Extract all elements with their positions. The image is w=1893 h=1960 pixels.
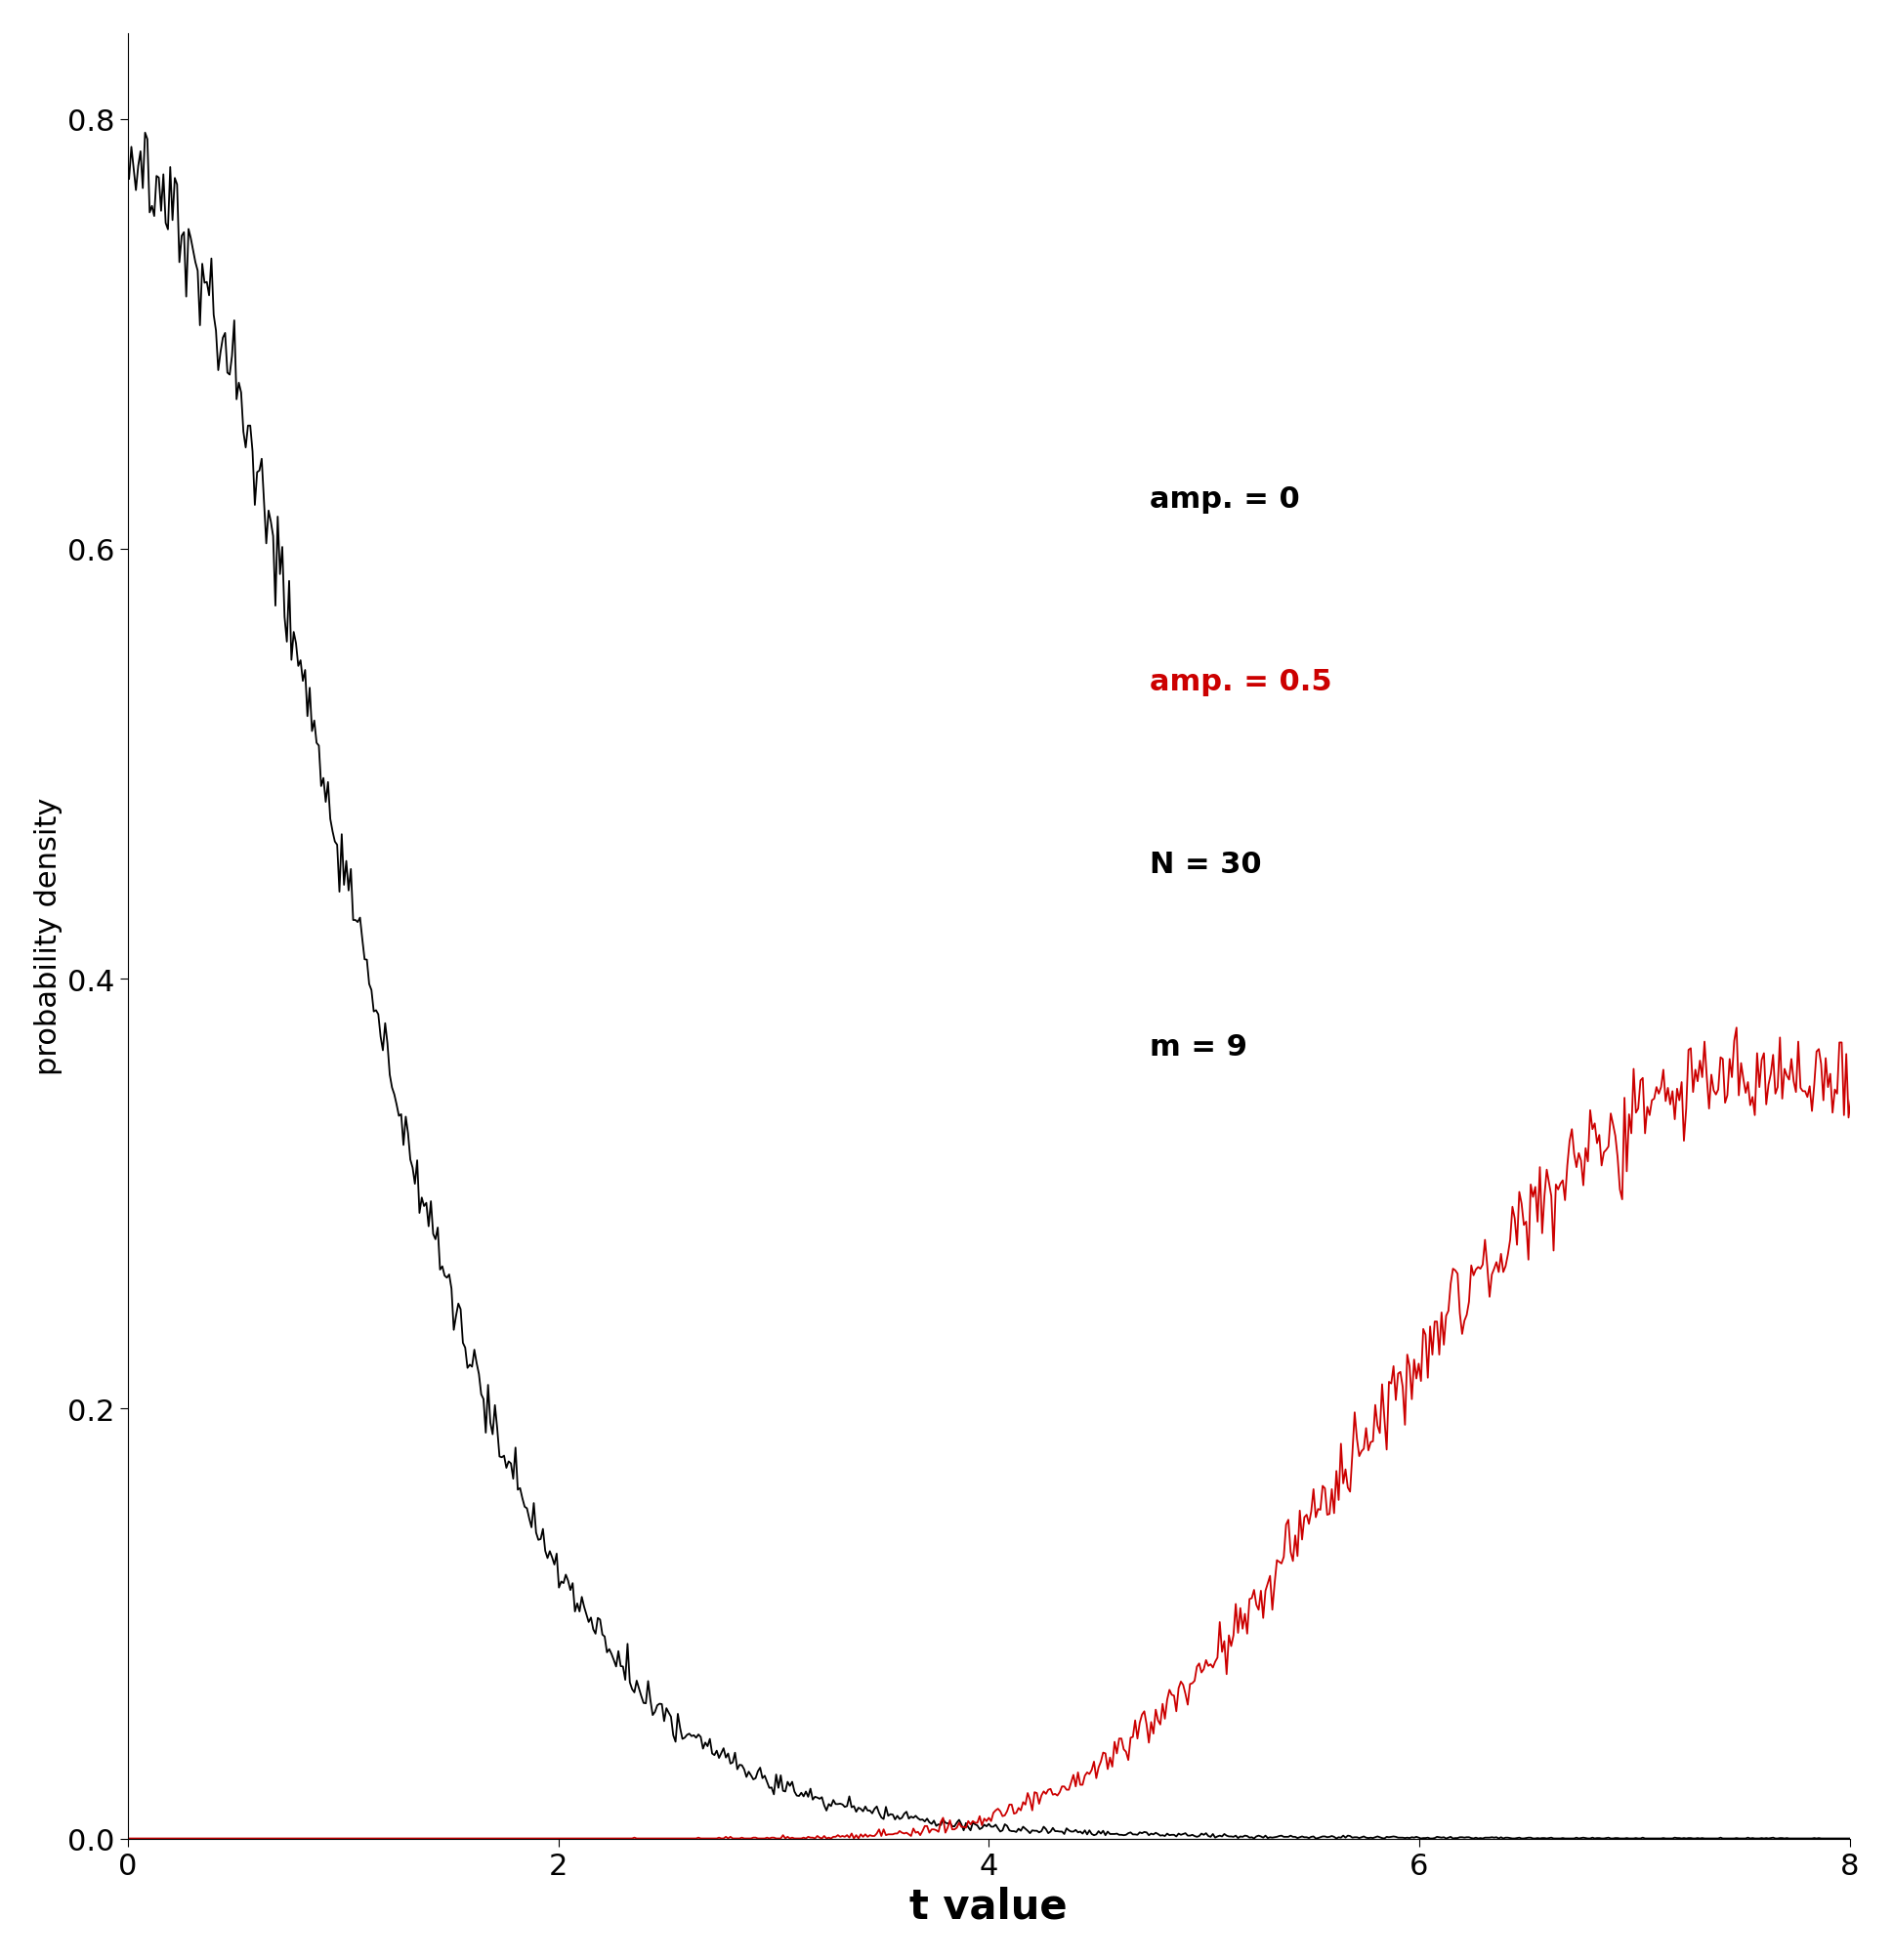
Text: amp. = 0: amp. = 0 (1151, 484, 1300, 514)
Text: N = 30: N = 30 (1151, 851, 1263, 878)
Y-axis label: probability density: probability density (34, 798, 62, 1074)
Text: amp. = 0.5: amp. = 0.5 (1151, 668, 1333, 696)
Text: m = 9: m = 9 (1151, 1033, 1247, 1060)
X-axis label: t value: t value (911, 1886, 1068, 1927)
